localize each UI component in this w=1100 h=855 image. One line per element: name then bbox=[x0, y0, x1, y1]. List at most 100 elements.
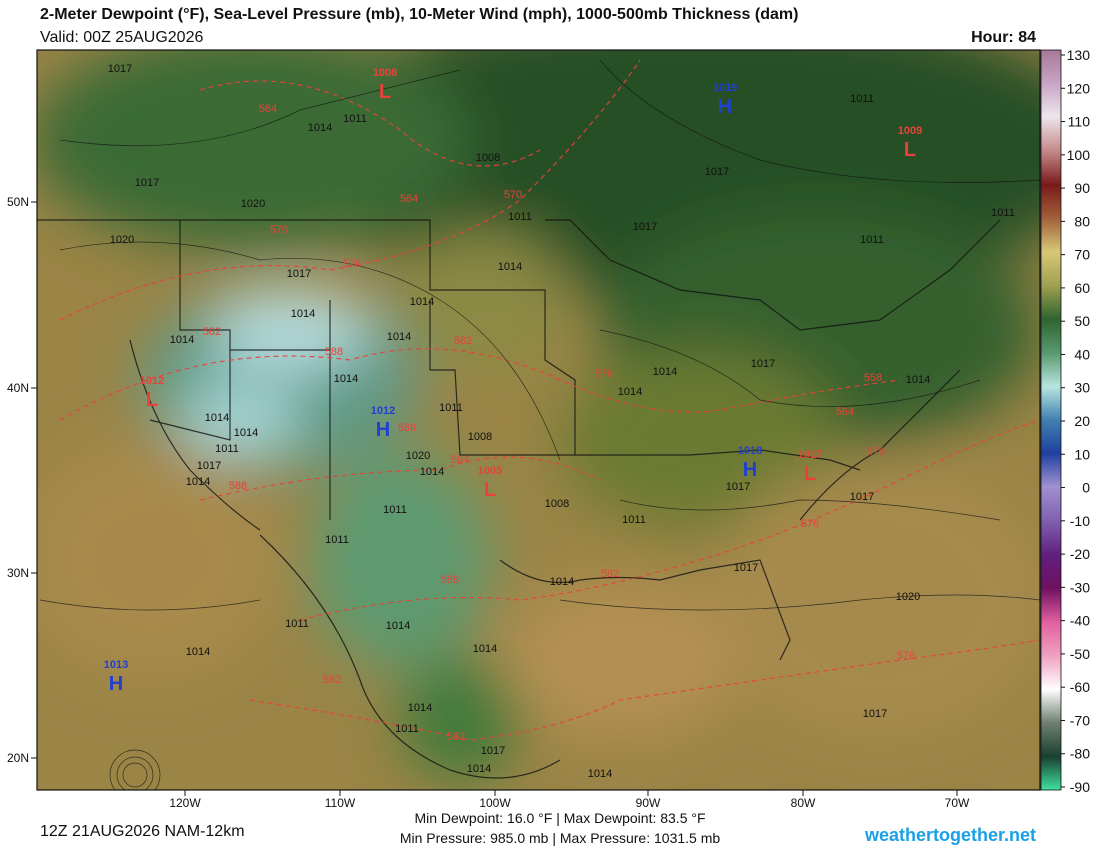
pressure-stats: Min Pressure: 985.0 mb | Max Pressure: 1… bbox=[400, 830, 721, 846]
isobar-label: 1011 bbox=[215, 443, 239, 455]
lat-label: 30N bbox=[7, 566, 29, 580]
colorbar-label: -60 bbox=[1070, 679, 1090, 695]
isobar-label: 1014 bbox=[205, 412, 229, 424]
center-pressure: 1013 bbox=[104, 659, 128, 671]
isobar-label: 1017 bbox=[734, 562, 758, 574]
isobar-label: 1014 bbox=[334, 373, 358, 385]
isobar-label: 1014 bbox=[906, 374, 930, 386]
lat-label: 40N bbox=[7, 381, 29, 395]
isobar-label: 1014 bbox=[550, 576, 574, 588]
center-pressure: 1012 bbox=[371, 405, 395, 417]
thickness-label: 588 bbox=[441, 574, 459, 586]
lat-label: 50N bbox=[7, 195, 29, 209]
colorbar-label: 70 bbox=[1074, 247, 1090, 263]
isobar-label: 1014 bbox=[387, 331, 411, 343]
isobar-label: 1017 bbox=[135, 177, 159, 189]
isobar-label: 1014 bbox=[618, 386, 642, 398]
lon-label: 110W bbox=[325, 796, 356, 810]
colorbar-label: -10 bbox=[1070, 513, 1090, 529]
isobar-label: 1014 bbox=[473, 643, 497, 655]
map-title: 2-Meter Dewpoint (°F), Sea-Level Pressur… bbox=[40, 6, 798, 23]
isobar-label: 1011 bbox=[395, 723, 419, 735]
thickness-label: 588 bbox=[229, 480, 247, 492]
center-symbol: L bbox=[146, 389, 158, 411]
center-pressure: 1017 bbox=[798, 449, 822, 461]
thickness-label: 576 bbox=[343, 258, 361, 270]
thickness-label: 582 bbox=[601, 568, 619, 580]
thickness-label: 564 bbox=[400, 193, 418, 205]
center-pressure: 1005 bbox=[478, 465, 502, 477]
isobar-label: 1017 bbox=[197, 460, 221, 472]
center-symbol: L bbox=[484, 479, 496, 501]
isobar-label: 1014 bbox=[467, 763, 491, 775]
isobar-label: 1014 bbox=[291, 308, 315, 320]
colorbar-label: 60 bbox=[1074, 280, 1090, 296]
colorbar-label: 120 bbox=[1067, 80, 1091, 96]
isobar-label: 1011 bbox=[622, 514, 646, 526]
colorbar-label: 10 bbox=[1074, 446, 1090, 462]
center-pressure: 1019 bbox=[713, 82, 737, 94]
thickness-label: 582 bbox=[203, 326, 221, 338]
isobar-label: 1017 bbox=[287, 268, 311, 280]
lat-label: 20N bbox=[7, 751, 29, 765]
center-pressure: 1018 bbox=[738, 445, 762, 457]
isobar-label: 1017 bbox=[108, 63, 132, 75]
map-field bbox=[37, 50, 1040, 790]
colorbar-label: 40 bbox=[1074, 346, 1090, 362]
forecast-hour: Hour: 84 bbox=[971, 29, 1036, 46]
colorbar-label: 110 bbox=[1068, 114, 1091, 130]
isobar-label: 1014 bbox=[308, 122, 332, 134]
isobar-label: 1014 bbox=[170, 334, 194, 346]
lon-label: 90W bbox=[636, 796, 661, 810]
isobar-label: 1011 bbox=[860, 234, 884, 246]
valid-time: Valid: 00Z 25AUG2026 bbox=[40, 29, 203, 46]
isobar-label: 1011 bbox=[325, 534, 349, 546]
center-symbol: H bbox=[743, 459, 757, 481]
lon-label: 80W bbox=[791, 796, 816, 810]
isobar-label: 1014 bbox=[408, 702, 432, 714]
thickness-label: 576 bbox=[897, 650, 915, 662]
colorbar-label: 100 bbox=[1067, 147, 1091, 163]
colorbar-label: 30 bbox=[1074, 380, 1090, 396]
center-pressure: 1012 bbox=[140, 375, 164, 387]
isobar-label: 1008 bbox=[476, 152, 500, 164]
isobar-label: 1017 bbox=[751, 358, 775, 370]
isobar-label: 1011 bbox=[991, 207, 1015, 219]
thickness-label: 588 bbox=[398, 422, 416, 434]
map-frame bbox=[36, 49, 1041, 791]
center-symbol: L bbox=[804, 463, 816, 485]
isobar-label: 1011 bbox=[285, 618, 309, 630]
thickness-label: 588 bbox=[325, 346, 343, 358]
colorbar bbox=[1040, 49, 1062, 791]
center-symbol: H bbox=[376, 419, 390, 441]
isobar-label: 1014 bbox=[653, 366, 677, 378]
isobar-label: 1008 bbox=[468, 431, 492, 443]
isobar-label: 1017 bbox=[481, 745, 505, 757]
isobar-label: 1017 bbox=[726, 481, 750, 493]
lon-label: 70W bbox=[945, 796, 970, 810]
isobar-label: 1014 bbox=[420, 466, 444, 478]
thickness-label: 570 bbox=[270, 224, 288, 236]
isobar-label: 1014 bbox=[386, 620, 410, 632]
thickness-label: 564 bbox=[836, 406, 854, 418]
thickness-label: 582 bbox=[454, 335, 472, 347]
isobar-label: 1011 bbox=[343, 113, 367, 125]
lon-label: 100W bbox=[479, 796, 511, 810]
isobar-label: 1017 bbox=[705, 166, 729, 178]
center-symbol: H bbox=[718, 96, 732, 118]
center-pressure: 1009 bbox=[898, 125, 922, 137]
center-symbol: H bbox=[109, 673, 123, 695]
isobar-label: 1017 bbox=[850, 491, 874, 503]
center-symbol: L bbox=[379, 81, 391, 103]
model-run: 12Z 21AUG2026 NAM-12km bbox=[40, 823, 245, 840]
colorbar-label: -80 bbox=[1070, 746, 1090, 762]
dewpoint-stats: Min Dewpoint: 16.0 °F | Max Dewpoint: 83… bbox=[414, 810, 705, 826]
colorbar-label: 20 bbox=[1074, 413, 1090, 429]
isobar-label: 1020 bbox=[896, 591, 920, 603]
colorbar-label: -50 bbox=[1070, 646, 1090, 662]
thickness-label: 564 bbox=[259, 103, 277, 115]
colorbar-label: 130 bbox=[1067, 47, 1091, 63]
isobar-label: 1011 bbox=[508, 211, 532, 223]
thickness-label: 582 bbox=[447, 731, 465, 743]
